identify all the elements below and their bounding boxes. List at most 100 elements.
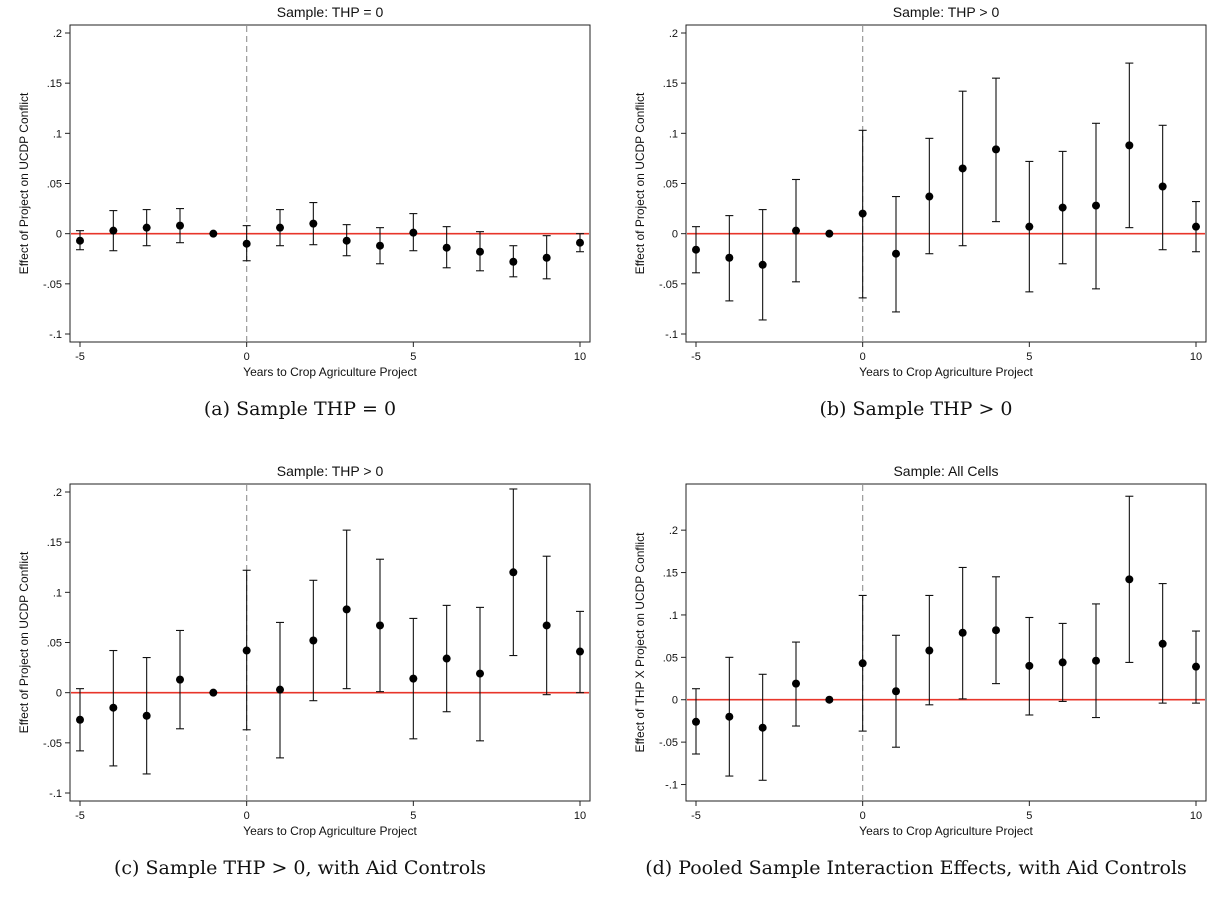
x-tick-label: -5: [75, 351, 85, 363]
point-estimate: [209, 688, 218, 697]
point-estimate: [925, 192, 934, 201]
y-tick-label: -.05: [659, 279, 678, 291]
x-tick-label: 0: [244, 351, 250, 363]
point-estimate: [376, 241, 384, 250]
plot-frame: [69, 483, 591, 802]
point-estimate: [242, 239, 251, 248]
y-tick-label: .05: [663, 179, 678, 191]
point-estimate: [758, 723, 767, 732]
point-estimate: [825, 695, 834, 704]
x-tick-label: 5: [1026, 810, 1032, 822]
point-estimate: [342, 236, 351, 245]
y-tick-label: -.05: [43, 738, 62, 750]
x-tick-label: 0: [244, 810, 250, 822]
point-estimate: [1125, 141, 1134, 150]
point-estimate: [109, 226, 118, 235]
y-tick-label: -.05: [659, 737, 678, 749]
x-axis-label: Years to Crop Agriculture Project: [243, 365, 417, 379]
chart-a-svg: Sample: THP = 0 -.1 -.05 0 .05 .1 .15 .2 -5 0 5 10 Y…: [17, 4, 591, 379]
y-tick-label: -.1: [49, 788, 62, 800]
point-estimate: [442, 654, 451, 663]
point-estimate: [1125, 575, 1134, 584]
point-estimate: [958, 164, 967, 173]
point-estimate: [858, 659, 867, 668]
chart-title: Sample: THP > 0: [277, 463, 384, 479]
y-tick-label: .1: [669, 610, 678, 622]
chart-panel-d: Sample: All Cells -.1 -.05 0 .05 .1 .15 .2 -5 0 5 1…: [616, 459, 1216, 918]
point-estimate: [576, 238, 584, 247]
point-estimate: [1158, 182, 1167, 191]
chart-panel-c: Sample: THP > 0 -.1 -.05 0 .05 .1 .15 .2 -5 0 5 10 Y…: [0, 459, 600, 918]
y-tick-label: 0: [672, 229, 678, 241]
y-tick-label: .05: [47, 638, 62, 650]
point-estimate: [1192, 662, 1200, 671]
point-estimate: [792, 679, 800, 688]
chart-b-svg: Sample: THP > 0 -.1 -.05 0 .05 .1 .15 .2 -5 0 5 10 Y…: [633, 4, 1207, 379]
point-estimate: [725, 712, 734, 721]
point-estimate: [925, 646, 934, 655]
y-tick-label: .1: [53, 587, 62, 599]
point-estimate: [442, 243, 451, 252]
chart-panel-b: Sample: THP > 0 -.1 -.05 0 .05 .1 .15 .2 -5 0 5 10 Y…: [616, 0, 1216, 459]
point-estimate: [476, 669, 484, 678]
x-tick-label: 5: [1026, 351, 1032, 363]
point-estimate: [309, 219, 318, 228]
point-estimate: [309, 636, 318, 645]
point-estimate: [1058, 658, 1067, 667]
point-estimate: [176, 675, 184, 684]
point-estimate: [892, 249, 900, 258]
caption-b: (b) Sample THP > 0: [819, 398, 1013, 420]
point-estimate: [209, 229, 218, 238]
x-axis-label: Years to Crop Agriculture Project: [859, 824, 1033, 838]
plot-frame: [685, 483, 1207, 802]
point-estimate: [276, 223, 284, 232]
plot-frame: [69, 24, 591, 343]
point-estimate: [958, 628, 967, 637]
point-estimate: [242, 646, 251, 655]
x-tick-label: 10: [574, 810, 586, 822]
point-estimate: [409, 228, 418, 237]
y-tick-label: .1: [53, 128, 62, 140]
y-tick-label: .2: [53, 28, 62, 40]
point-estimate: [476, 247, 484, 256]
plot-frame: [685, 24, 1207, 343]
caption-d: (d) Pooled Sample Interaction Effects, w…: [645, 857, 1187, 879]
chart-title: Sample: THP = 0: [277, 4, 384, 20]
x-tick-label: -5: [75, 810, 85, 822]
point-estimate: [692, 717, 700, 726]
point-estimate: [142, 223, 151, 232]
y-tick-label: .05: [663, 652, 678, 664]
y-axis-label: Effect of Project on UCDP Conflict: [17, 551, 31, 733]
point-estimate: [1025, 222, 1034, 231]
point-estimate: [692, 245, 700, 254]
point-estimate: [825, 229, 834, 238]
x-tick-label: 5: [410, 351, 416, 363]
point-estimate: [109, 703, 118, 712]
caption-a: (a) Sample THP = 0: [203, 398, 397, 420]
y-tick-label: 0: [56, 688, 62, 700]
y-axis-label: Effect of Project on UCDP Conflict: [633, 92, 647, 274]
chart-panel-a: Sample: THP = 0 -.1 -.05 0 .05 .1 .15 .2 -5 0 5 10 Y…: [0, 0, 600, 459]
x-tick-label: -5: [691, 810, 701, 822]
point-estimate: [992, 626, 1000, 635]
x-tick-label: 10: [574, 351, 586, 363]
point-estimate: [576, 647, 584, 656]
point-estimate: [276, 685, 284, 694]
y-tick-label: 0: [672, 695, 678, 707]
x-axis-label: Years to Crop Agriculture Project: [243, 824, 417, 838]
point-estimate: [1025, 661, 1034, 670]
point-estimate: [342, 605, 351, 614]
point-estimate: [409, 674, 418, 683]
point-estimate: [376, 621, 384, 630]
x-tick-label: -5: [691, 351, 701, 363]
x-tick-label: 0: [860, 351, 866, 363]
y-tick-label: -.1: [49, 329, 62, 341]
y-tick-label: -.1: [665, 329, 678, 341]
point-estimate: [1092, 201, 1100, 210]
caption-c: (c) Sample THP > 0, with Aid Controls: [113, 857, 487, 879]
x-tick-label: 5: [410, 810, 416, 822]
x-tick-label: 10: [1190, 351, 1202, 363]
y-tick-label: -.05: [43, 279, 62, 291]
y-tick-label: 0: [56, 229, 62, 241]
point-estimate: [792, 226, 800, 235]
